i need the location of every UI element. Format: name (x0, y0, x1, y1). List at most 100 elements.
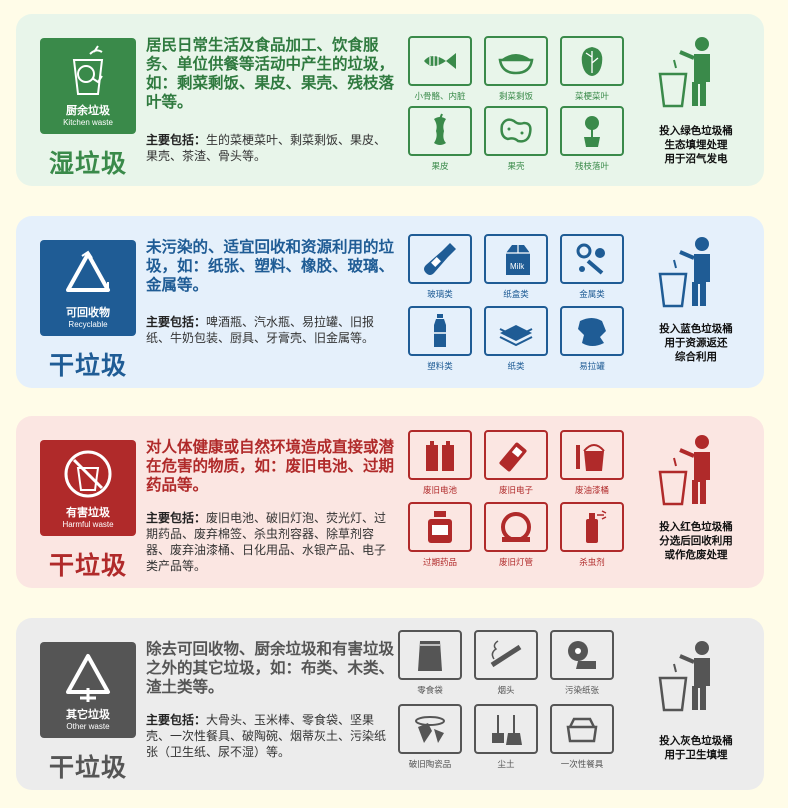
item-tile (484, 430, 548, 480)
item-label: 污染纸张 (564, 686, 599, 696)
disposal-instructions: 投入灰色垃圾桶 用于卫生填埋 (636, 734, 756, 762)
other-waste-badge: 其它垃圾 Other waste (40, 642, 136, 738)
badge-title: 可回收物 (66, 306, 110, 319)
category-description: 居民日常生活及食品加工、饮食服务、单位供餐等活动中产生的垃圾，如：剩菜剩饭、果皮… (146, 36, 395, 111)
badge-subtitle: Kitchen waste (63, 118, 113, 127)
item-label: 剩菜剩饭 (498, 92, 533, 102)
medicine-bottle-icon (428, 511, 452, 543)
badge-title: 其它垃圾 (66, 708, 110, 721)
mobile-phone-icon (499, 442, 527, 472)
milk-carton-icon: Milk (506, 245, 530, 275)
item-label: 塑料类 (427, 362, 453, 372)
item-label: 纸类 (507, 362, 525, 372)
item-tile (560, 502, 624, 552)
item-label: 易拉罐 (579, 362, 605, 372)
item-tile (474, 630, 538, 680)
cabbage-icon (581, 47, 603, 76)
crushed-can-icon (578, 318, 606, 346)
includes-list: 啤酒瓶、汽水瓶、易拉罐、旧报纸、牛奶包装、厨具、牙膏壳、旧金属等。 (146, 315, 375, 345)
disposal-line: 用于卫生填埋 (664, 749, 728, 761)
svg-text:Milk: Milk (510, 262, 525, 271)
panel-kitchen-waste: 厨余垃圾 Kitchen waste 湿垃圾 居民日常生活及食品加工、饮食服务、… (16, 14, 764, 186)
apple-core-bin-icon (72, 45, 104, 95)
includes-text: 主要包括：生的菜梗菜叶、剩菜剩饭、果皮、果壳、茶渣、骨头等。 (146, 132, 394, 164)
badge-subtitle: Other waste (66, 722, 110, 731)
includes-list: 废旧电池、破旧灯泡、荧光灯、过期药品、废弃棉签、杀虫剂容器、除草剂容器、废弃油漆… (146, 511, 387, 573)
item-tile (560, 36, 624, 86)
includes-list: 大骨头、玉米棒、零食袋、坚果壳、一次性餐具、破陶碗、烟蒂灰土、污染纸张（卫生纸、… (146, 713, 387, 759)
item-tile (550, 630, 614, 680)
disposal-line: 综合利用 (675, 351, 717, 363)
category-description: 除去可回收物、厨余垃圾和有害垃圾之外的其它垃圾，如：布类、木类、渣土类等。 (146, 640, 395, 696)
apple-core-icon (434, 113, 446, 145)
item-tile (560, 106, 624, 156)
category-description: 对人体健康或自然环境造成直接或潜在危害的物质，如：废旧电池、过期药品等。 (146, 438, 395, 494)
item-label: 废旧灯管 (498, 558, 533, 568)
item-tile (550, 704, 614, 754)
item-label: 废油漆桶 (574, 486, 609, 496)
peanut-shell-icon (500, 118, 532, 143)
snack-bag-icon (418, 641, 442, 671)
rice-bowl-icon (498, 54, 534, 75)
kitchen-waste-badge: 厨余垃圾 Kitchen waste (40, 38, 136, 134)
badge-title: 厨余垃圾 (66, 104, 110, 117)
person-throwing-trash-icon (658, 641, 710, 712)
item-label: 残枝落叶 (574, 162, 609, 172)
item-tile (408, 502, 472, 552)
disposal-line: 用于资源返还 (664, 337, 728, 349)
item-tile (408, 36, 472, 86)
plastic-bottle-icon (434, 314, 446, 347)
item-tile (398, 630, 462, 680)
item-tile (560, 430, 624, 480)
includes-label: 主要包括： (146, 133, 207, 147)
disposal-line: 用于沼气发电 (664, 153, 728, 165)
item-tile: Milk (484, 234, 548, 284)
disposal-instructions: 投入绿色垃圾桶 生态填埋处理 用于沼气发电 (636, 124, 756, 166)
disposal-line: 或作危废处理 (664, 549, 728, 561)
disposal-line: 投入红色垃圾桶 (659, 521, 733, 533)
category-title: 干垃圾 (48, 551, 127, 580)
cigarette-icon (490, 640, 522, 668)
includes-text: 主要包括：啤酒瓶、汽水瓶、易拉罐、旧报纸、牛奶包装、厨具、牙膏壳、旧金属等。 (146, 314, 394, 346)
disposal-line: 投入绿色垃圾桶 (659, 125, 733, 137)
disposal-instructions: 投入蓝色垃圾桶 用于资源返还 综合利用 (636, 322, 756, 364)
includes-list: 生的菜梗菜叶、剩菜剩饭、果皮、果壳、茶渣、骨头等。 (146, 133, 387, 163)
item-tile (484, 36, 548, 86)
item-tile (560, 306, 624, 356)
includes-text: 主要包括：废旧电池、破旧灯泡、荧光灯、过期药品、废弃棉签、杀虫剂容器、除草剂容器… (146, 510, 394, 574)
item-label: 果皮 (431, 162, 449, 172)
item-tile (408, 234, 472, 284)
paper-stack-icon (499, 325, 533, 347)
paint-bucket-icon (576, 444, 605, 471)
panel-recyclable: 可回收物 Recyclable 干垃圾 未污染的、适宜回收和资源利用的垃圾，如：… (16, 216, 764, 388)
item-tile (484, 502, 548, 552)
item-label: 金属类 (579, 290, 605, 300)
item-label: 过期药品 (422, 558, 457, 568)
person-throwing-trash-icon (658, 237, 710, 308)
harmful-waste-badge: 有害垃圾 Harmful waste (40, 440, 136, 536)
dustpan-broom-icon (492, 715, 522, 745)
spray-can-icon (586, 510, 607, 543)
includes-label: 主要包括： (146, 511, 207, 525)
category-title: 干垃圾 (48, 351, 127, 380)
item-label: 玻璃类 (427, 290, 453, 300)
disposal-line: 投入蓝色垃圾桶 (659, 323, 733, 335)
person-throwing-trash-icon (658, 435, 710, 506)
item-label: 菜梗菜叶 (574, 92, 609, 102)
item-label: 废旧电子 (498, 486, 533, 496)
item-tile (484, 106, 548, 156)
potted-plant-icon (584, 116, 600, 147)
item-tile (408, 430, 472, 480)
item-label: 纸盒类 (503, 290, 529, 300)
toilet-roll-icon (568, 641, 596, 669)
item-tile (560, 234, 624, 284)
broken-ceramic-icon (415, 716, 445, 743)
includes-label: 主要包括： (146, 713, 207, 727)
metal-parts-icon (576, 243, 605, 275)
badge-title: 有害垃圾 (66, 506, 110, 519)
includes-text: 主要包括：大骨头、玉米棒、零食袋、坚果壳、一次性餐具、破陶碗、烟蒂灰土、污染纸张… (146, 712, 394, 760)
disposal-line: 生态填埋处理 (664, 139, 728, 151)
badge-subtitle: Harmful waste (62, 520, 114, 529)
item-tile (408, 306, 472, 356)
disposal-line: 投入灰色垃圾桶 (659, 735, 733, 747)
